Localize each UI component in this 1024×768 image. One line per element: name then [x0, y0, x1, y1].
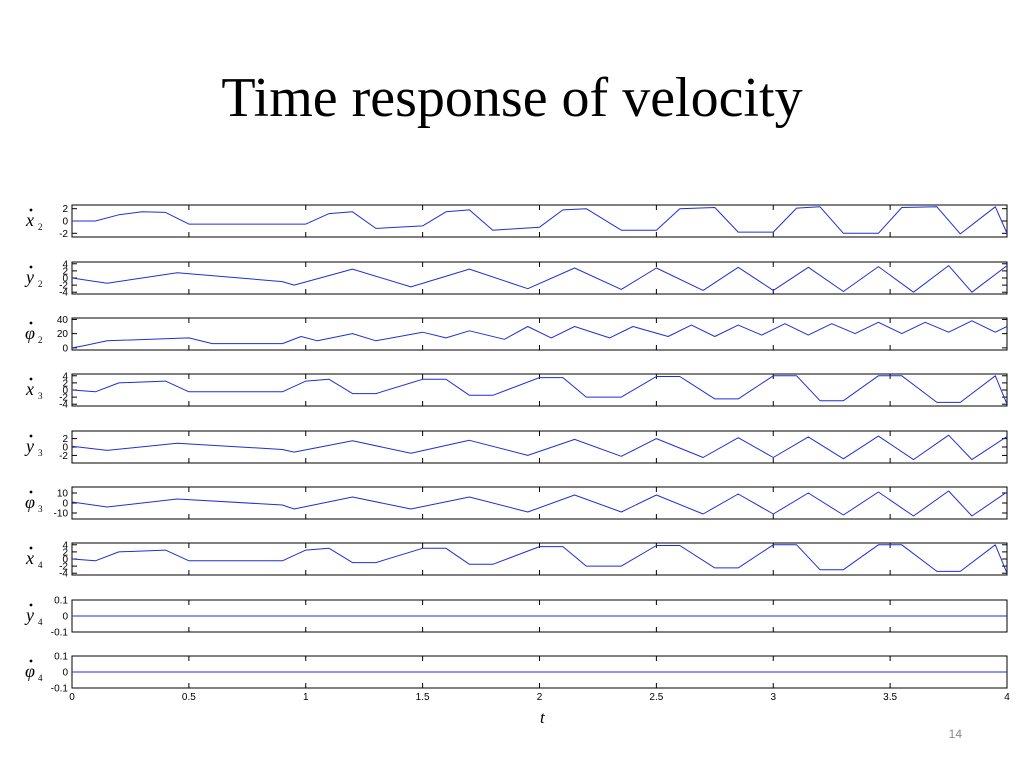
derivative-dot: [29, 377, 33, 381]
series-line-y2dot: [72, 265, 1007, 293]
x-tick-label: 0.5: [182, 692, 196, 703]
y-tick-label: 0: [62, 499, 68, 510]
derivative-dot: [29, 546, 33, 550]
y-tick-label: -2: [59, 451, 68, 462]
y-tick-label: -2: [59, 393, 68, 404]
series-line-x2dot: [72, 206, 1007, 235]
variable-symbol: x: [25, 379, 34, 399]
y-tick-label: -4: [59, 288, 68, 299]
variable-symbol: y: [24, 436, 34, 456]
derivative-dot: [29, 603, 33, 607]
panel-phi3dot: 100-10 φ 3: [25, 486, 1008, 520]
panel-phi4dot: 0.10-0.1φ 40 0.5 1 1.5 2 2.5 3 3.5 4: [25, 652, 1010, 704]
y-tick-label: 2: [62, 434, 68, 445]
series-line-y3dot: [72, 434, 1007, 461]
variable-subscript: 3: [38, 504, 43, 514]
variable-subscript: 3: [38, 391, 43, 401]
derivative-dot: [29, 321, 33, 325]
y-tick-label: -2: [59, 562, 68, 573]
y-tick-label: -10: [54, 509, 69, 520]
variable-symbol: φ: [25, 492, 35, 512]
page-number: 14: [948, 727, 962, 741]
y-tick-label: 0.1: [54, 652, 68, 663]
y-tick-label: 0: [62, 443, 68, 454]
variable-subscript: 3: [38, 448, 43, 458]
y-tick-label: 0: [62, 386, 68, 397]
panel-y3dot: 20-2 y 3: [24, 430, 1008, 464]
x-tick-label: 0: [69, 692, 75, 703]
variable-subscript: 4: [38, 673, 43, 683]
variable-symbol: x: [25, 548, 34, 568]
y-tick-label: -2: [59, 229, 68, 240]
x-tick-label: 3: [770, 692, 776, 703]
y-tick-label: -2: [59, 281, 68, 292]
series-line-x3dot: [72, 375, 1007, 405]
variable-symbol: y: [24, 267, 34, 287]
y-tick-label: 0: [62, 343, 68, 354]
y-tick-label: 40: [57, 315, 69, 326]
y-tick-label: 2: [62, 378, 68, 389]
variable-subscript: 2: [38, 335, 43, 345]
derivative-dot: [29, 490, 33, 494]
variable-symbol: x: [25, 210, 34, 230]
y-tick-label: -4: [59, 400, 68, 411]
derivative-dot: [29, 434, 33, 438]
y-tick-label: 20: [57, 329, 69, 340]
panel-y2dot: 420-2-4y 2: [24, 259, 1008, 299]
panel-phi2dot: 40 20 0 φ 2: [25, 315, 1008, 354]
y-tick-label: -4: [59, 569, 68, 580]
x-tick-label: 1: [303, 692, 309, 703]
variable-symbol: φ: [25, 323, 35, 343]
panel-x2dot: 20-2x 2: [25, 204, 1008, 240]
y-tick-label: -0.1: [51, 628, 69, 639]
derivative-dot: [29, 265, 33, 269]
x-axis-label: t: [540, 708, 545, 727]
variable-subscript: 2: [38, 279, 43, 289]
panel-y4dot: 0.1 0 -0.1 y 4: [24, 596, 1008, 639]
x-tick-label: 3.5: [883, 692, 897, 703]
y-tick-label: -0.1: [51, 684, 69, 695]
derivative-dot: [29, 208, 33, 212]
x-tick-label: 4: [1004, 692, 1010, 703]
slide-title: Time response of velocity: [221, 67, 803, 129]
variable-subscript: 4: [38, 560, 43, 570]
y-tick-label: 0: [62, 274, 68, 285]
series-line-x4dot: [72, 544, 1007, 574]
x-tick-label: 2: [537, 692, 543, 703]
y-tick-label: 0.1: [54, 596, 68, 607]
y-tick-label: 4: [62, 259, 68, 270]
series-line-phi3dot: [72, 490, 1007, 517]
panel-x3dot: 420-2-4 x 3: [25, 371, 1008, 411]
y-tick-label: 2: [62, 547, 68, 558]
variable-symbol: y: [24, 605, 34, 625]
series-line-phi2dot: [72, 320, 1007, 349]
y-tick-label: 0: [62, 612, 68, 623]
y-tick-label: 2: [62, 204, 68, 215]
derivative-dot: [29, 659, 33, 663]
x-tick-label: 2.5: [649, 692, 663, 703]
panel-x4dot: 420-2-4x 4: [25, 540, 1008, 580]
y-tick-label: 0: [62, 217, 68, 228]
y-tick-label: 0: [62, 555, 68, 566]
y-tick-label: 2: [62, 266, 68, 277]
variable-subscript: 2: [38, 222, 43, 232]
y-tick-label: 4: [62, 540, 68, 551]
y-tick-label: 4: [62, 371, 68, 382]
variable-symbol: φ: [25, 661, 35, 681]
y-tick-label: 0: [62, 668, 68, 679]
x-tick-label: 1.5: [416, 692, 430, 703]
y-tick-label: 10: [57, 489, 69, 500]
variable-subscript: 4: [38, 617, 43, 627]
